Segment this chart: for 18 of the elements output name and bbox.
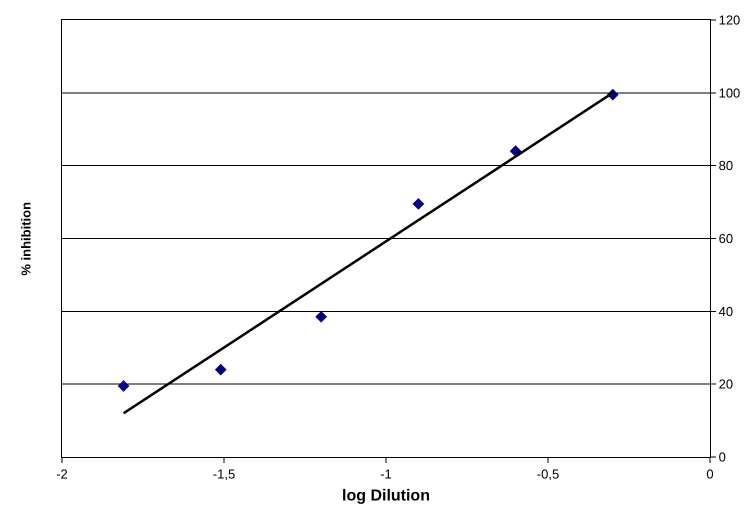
x-tick-label: 0 bbox=[706, 466, 714, 482]
x-tick-label: -2 bbox=[56, 466, 68, 482]
x-tick-label: -1 bbox=[380, 466, 392, 482]
x-axis-title: log Dilution bbox=[342, 487, 430, 504]
y-tick-label: 20 bbox=[718, 376, 734, 392]
point bbox=[118, 380, 130, 392]
point bbox=[315, 310, 328, 323]
x-tick-label: -0,5 bbox=[536, 466, 560, 482]
y-tick-label: 80 bbox=[718, 158, 734, 174]
y-tick-label: 120 bbox=[718, 12, 740, 28]
x-tick-label: -1,5 bbox=[212, 466, 236, 482]
y-tick-label: 60 bbox=[718, 231, 734, 246]
y-axis-title: % inhibition bbox=[18, 202, 34, 276]
point bbox=[412, 198, 424, 210]
y-tick-label: 40 bbox=[718, 304, 734, 319]
point bbox=[214, 364, 227, 376]
y-tick-label: 0 bbox=[718, 450, 726, 465]
y-tick-label: 100 bbox=[718, 85, 740, 100]
